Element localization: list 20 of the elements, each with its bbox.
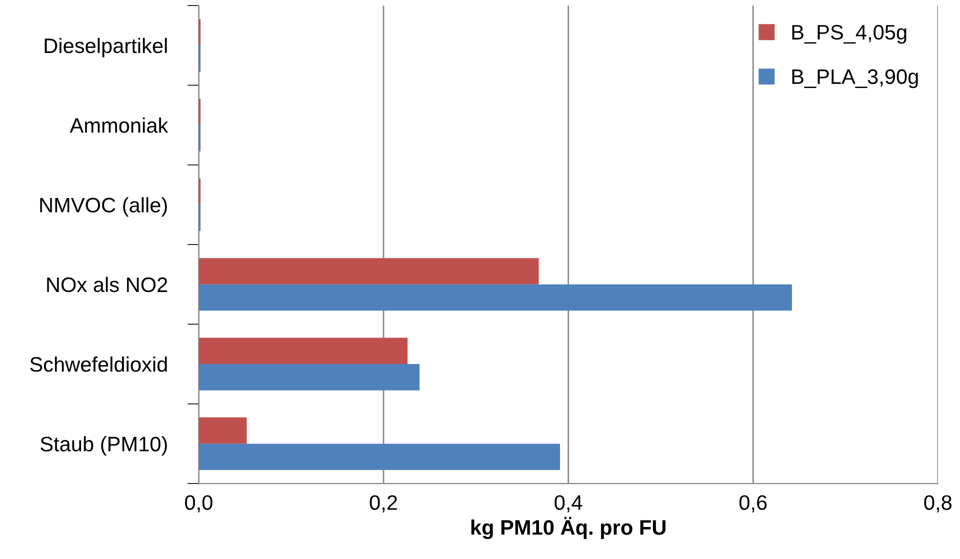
bar: [198, 417, 247, 444]
x-tick-label: 0,2: [370, 495, 397, 512]
bar: [198, 258, 539, 284]
y-tick-label: Schwefeldioxid: [30, 356, 167, 372]
y-tick-label: Ammoniak: [70, 118, 168, 133]
x-tick-label: 0,6: [739, 495, 767, 512]
bar: [198, 444, 560, 470]
bar: [198, 338, 408, 364]
x-tick-label: 0,8: [924, 495, 952, 512]
y-tick-label: Staub (PM10): [40, 436, 167, 456]
y-tick-label: Dieselpartikel: [44, 38, 167, 58]
y-tick-label: NOx als NO2: [47, 276, 168, 292]
x-tick-label: 0,4: [554, 495, 582, 512]
x-axis-title: kg PM10 Äq. pro FU: [471, 516, 666, 540]
legend-label: B_PLA_3,90g: [792, 69, 918, 88]
bar: [198, 284, 792, 311]
x-tick-label: 0,0: [185, 495, 212, 512]
y-tick-label: NMVOC (alle): [40, 197, 167, 217]
bar: [198, 364, 420, 390]
legend-label: B_PS_4,05g: [792, 24, 906, 44]
